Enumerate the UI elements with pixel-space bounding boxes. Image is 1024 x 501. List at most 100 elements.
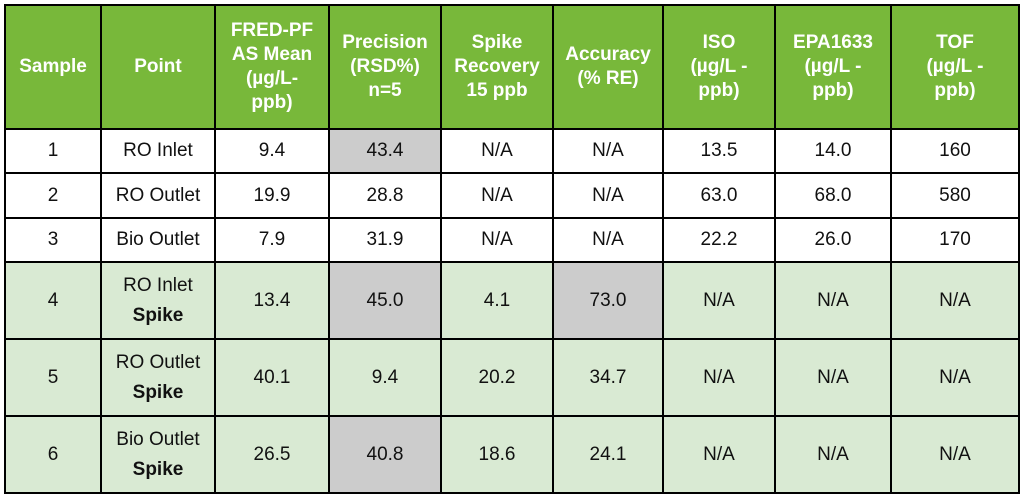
cell-point-name: Bio Outlet xyxy=(116,428,200,450)
header-spike-line-1: Spike xyxy=(471,32,523,53)
header-epa-line-3: ppb) xyxy=(812,80,854,101)
cell-point: RO Outlet xyxy=(100,172,216,219)
header-row: Sample Point FRED-PF AS Mean (µg/L- ppb)… xyxy=(4,4,1020,130)
header-epa1633: EPA1633 (µg/L - ppb) xyxy=(774,4,892,130)
header-precision-line-3: n=5 xyxy=(368,80,402,101)
cell-precision: 31.9 xyxy=(328,216,442,264)
cell-point: RO Inlet Spike xyxy=(100,261,216,341)
header-precision-line-2: (RSD%) xyxy=(350,56,420,77)
results-table: Sample Point FRED-PF AS Mean (µg/L- ppb)… xyxy=(4,4,1020,494)
cell-precision: 9.4 xyxy=(328,338,442,418)
header-tof-line-1: TOF xyxy=(936,32,974,53)
table-row: 5 RO Outlet Spike 40.1 9.4 20.2 34.7 N/A… xyxy=(4,338,1020,418)
cell-accuracy: 73.0 xyxy=(552,261,664,341)
cell-epa1633: N/A xyxy=(774,261,892,341)
header-spike-line-3: 15 ppb xyxy=(466,80,528,101)
cell-tof: N/A xyxy=(890,415,1020,494)
cell-sample: 1 xyxy=(4,127,102,175)
cell-tof: N/A xyxy=(890,338,1020,418)
cell-sample: 6 xyxy=(4,415,102,494)
cell-accuracy: 34.7 xyxy=(552,338,664,418)
cell-accuracy: 24.1 xyxy=(552,415,664,494)
table-row: 3 Bio Outlet 7.9 31.9 N/A N/A 22.2 26.0 … xyxy=(4,216,1020,264)
cell-point-name: RO Inlet xyxy=(123,274,193,296)
cell-iso: 63.0 xyxy=(662,172,776,219)
header-tof: TOF (µg/L - ppb) xyxy=(890,4,1020,130)
cell-epa1633: N/A xyxy=(774,338,892,418)
header-accuracy-line-2: (% RE) xyxy=(577,68,639,89)
header-epa-line-1: EPA1633 xyxy=(793,32,873,53)
cell-spike-recovery: N/A xyxy=(440,172,554,219)
header-spike-recovery: Spike Recovery 15 ppb xyxy=(440,4,554,130)
cell-iso: N/A xyxy=(662,338,776,418)
header-point-line: Point xyxy=(134,56,182,77)
cell-point-name: Bio Outlet xyxy=(116,229,200,251)
cell-fred-mean: 7.9 xyxy=(214,216,330,264)
cell-point: RO Outlet Spike xyxy=(100,338,216,418)
cell-spike-recovery: N/A xyxy=(440,127,554,175)
header-tof-line-3: ppb) xyxy=(934,80,976,101)
table-row: 6 Bio Outlet Spike 26.5 40.8 18.6 24.1 N… xyxy=(4,415,1020,494)
cell-spike-recovery: N/A xyxy=(440,216,554,264)
header-tof-line-2: (µg/L - xyxy=(926,56,984,77)
cell-accuracy: N/A xyxy=(552,127,664,175)
cell-precision: 28.8 xyxy=(328,172,442,219)
cell-iso: N/A xyxy=(662,415,776,494)
cell-point-name: RO Outlet xyxy=(115,184,201,206)
header-spike-line-2: Recovery xyxy=(454,56,540,77)
cell-fred-mean: 19.9 xyxy=(214,172,330,219)
cell-tof: 160 xyxy=(890,127,1020,175)
cell-iso: 13.5 xyxy=(662,127,776,175)
header-point: Point xyxy=(100,4,216,130)
cell-fred-mean: 13.4 xyxy=(214,261,330,341)
table-row: 2 RO Outlet 19.9 28.8 N/A N/A 63.0 68.0 … xyxy=(4,172,1020,219)
header-fred-line-1: FRED-PF xyxy=(230,20,314,41)
cell-fred-mean: 26.5 xyxy=(214,415,330,494)
cell-point-spike-label: Spike xyxy=(132,458,184,480)
cell-point-spike-label: Spike xyxy=(132,381,184,403)
cell-spike-recovery: 4.1 xyxy=(440,261,554,341)
cell-fred-mean: 40.1 xyxy=(214,338,330,418)
header-fred-line-2: AS Mean xyxy=(231,44,313,65)
header-accuracy-line-1: Accuracy xyxy=(565,44,651,65)
cell-point: Bio Outlet xyxy=(100,216,216,264)
header-sample: Sample xyxy=(4,4,102,130)
cell-precision: 40.8 xyxy=(328,415,442,494)
cell-tof: 580 xyxy=(890,172,1020,219)
header-precision-line-1: Precision xyxy=(342,32,428,53)
cell-precision: 43.4 xyxy=(328,127,442,175)
cell-point: RO Inlet xyxy=(100,127,216,175)
header-fred-line-4: ppb) xyxy=(251,92,293,113)
header-iso-line-2: (µg/L - xyxy=(690,56,748,77)
cell-sample: 2 xyxy=(4,172,102,219)
header-epa-line-2: (µg/L - xyxy=(804,56,862,77)
table-row: 4 RO Inlet Spike 13.4 45.0 4.1 73.0 N/A … xyxy=(4,261,1020,341)
table-row: 1 RO Inlet 9.4 43.4 N/A N/A 13.5 14.0 16… xyxy=(4,127,1020,175)
header-sample-line: Sample xyxy=(19,56,87,77)
header-iso-line-3: ppb) xyxy=(698,80,740,101)
header-iso: ISO (µg/L - ppb) xyxy=(662,4,776,130)
cell-iso: N/A xyxy=(662,261,776,341)
table-header: Sample Point FRED-PF AS Mean (µg/L- ppb)… xyxy=(4,4,1020,130)
cell-accuracy: N/A xyxy=(552,216,664,264)
cell-precision: 45.0 xyxy=(328,261,442,341)
cell-epa1633: N/A xyxy=(774,415,892,494)
cell-epa1633: 14.0 xyxy=(774,127,892,175)
cell-accuracy: N/A xyxy=(552,172,664,219)
cell-tof: N/A xyxy=(890,261,1020,341)
cell-spike-recovery: 18.6 xyxy=(440,415,554,494)
header-fred-mean: FRED-PF AS Mean (µg/L- ppb) xyxy=(214,4,330,130)
cell-tof: 170 xyxy=(890,216,1020,264)
cell-point-spike-label: Spike xyxy=(132,304,184,326)
cell-epa1633: 68.0 xyxy=(774,172,892,219)
cell-epa1633: 26.0 xyxy=(774,216,892,264)
header-fred-line-3: (µg/L- xyxy=(245,68,299,89)
cell-sample: 4 xyxy=(4,261,102,341)
header-accuracy: Accuracy (% RE) xyxy=(552,4,664,130)
cell-point: Bio Outlet Spike xyxy=(100,415,216,494)
cell-point-name: RO Inlet xyxy=(123,140,193,162)
header-iso-line-1: ISO xyxy=(702,32,736,53)
header-precision: Precision (RSD%) n=5 xyxy=(328,4,442,130)
cell-iso: 22.2 xyxy=(662,216,776,264)
cell-sample: 3 xyxy=(4,216,102,264)
